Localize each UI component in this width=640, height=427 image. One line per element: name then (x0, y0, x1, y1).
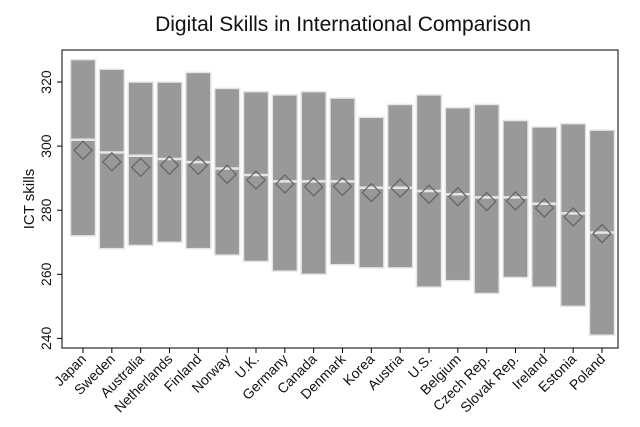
marker-8 (303, 176, 324, 197)
bar-6 (242, 90, 270, 263)
bar-8 (300, 90, 327, 276)
marker-7 (274, 174, 295, 194)
bar-0 (69, 58, 97, 237)
y-axis-label: ICT skills (21, 169, 38, 230)
bar-3 (156, 81, 183, 244)
x-axis: JapanSwedenAustraliaNetherlandsFinlandNo… (51, 348, 608, 416)
marker-13 (447, 186, 468, 207)
bar-5 (213, 87, 241, 256)
y-axis: 240 260 280 300 320 (38, 70, 62, 350)
y-tick-label-1: 260 (38, 262, 54, 286)
bar-11 (386, 103, 414, 269)
marker-4 (188, 155, 209, 176)
bar-2 (127, 81, 154, 247)
y-tick-label-2: 280 (38, 198, 54, 222)
marker-0 (73, 140, 93, 161)
marker-17 (563, 207, 584, 227)
marker-5 (217, 164, 238, 185)
marker-6 (246, 170, 266, 191)
marker-18 (592, 223, 612, 244)
bar-17 (559, 122, 587, 308)
chart-title: Digital Skills in International Comparis… (155, 13, 531, 36)
marker-3 (159, 155, 180, 176)
plot-area (69, 58, 616, 336)
marker-11 (390, 178, 411, 199)
marker-9 (332, 176, 353, 197)
y-tick-label-0: 240 (38, 326, 54, 350)
marker-12 (419, 184, 439, 205)
marker-16 (534, 198, 555, 218)
y-tick-label-4: 320 (38, 70, 54, 94)
marker-10 (361, 182, 382, 203)
bar-1 (98, 68, 126, 250)
y-tick-label-3: 300 (38, 134, 54, 158)
marker-14 (476, 191, 497, 212)
bar-14 (473, 103, 500, 295)
bar-4 (185, 71, 212, 250)
bar-15 (502, 119, 529, 279)
marker-15 (505, 191, 526, 211)
marker-1 (101, 151, 122, 172)
marker-2 (130, 157, 151, 178)
